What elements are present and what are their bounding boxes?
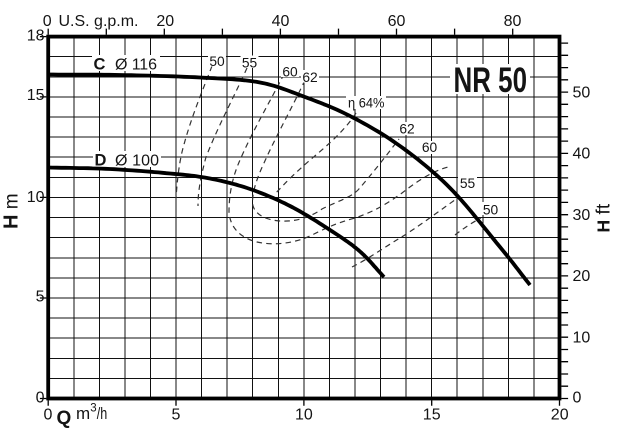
svg-text:15: 15 <box>423 406 441 423</box>
svg-text:η 64%: η 64% <box>348 96 385 111</box>
svg-text:40: 40 <box>272 13 290 30</box>
svg-text:60: 60 <box>388 13 406 30</box>
svg-text:NR 50: NR 50 <box>454 61 528 100</box>
svg-text:50: 50 <box>209 54 225 69</box>
svg-text:15: 15 <box>27 87 45 104</box>
svg-text:Ø 116: Ø 116 <box>115 57 157 74</box>
svg-text:20: 20 <box>551 406 569 423</box>
svg-text:Ø 100: Ø 100 <box>115 153 159 170</box>
svg-text:80: 80 <box>504 13 522 30</box>
svg-text:Q: Q <box>57 408 72 428</box>
svg-text:5: 5 <box>36 289 45 306</box>
svg-text:20: 20 <box>573 268 591 285</box>
svg-text:40: 40 <box>573 146 591 163</box>
svg-text:0: 0 <box>573 390 582 407</box>
svg-text:/h: /h <box>97 404 108 423</box>
svg-text:62: 62 <box>399 122 414 137</box>
svg-text:10: 10 <box>573 330 591 347</box>
svg-text:30: 30 <box>573 207 591 224</box>
svg-text:10: 10 <box>27 189 45 206</box>
svg-text:0: 0 <box>43 13 52 30</box>
svg-text:0: 0 <box>44 406 53 423</box>
svg-text:C: C <box>94 56 106 74</box>
svg-text:H ft: H ft <box>594 203 615 232</box>
svg-text:5: 5 <box>172 406 181 423</box>
svg-text:50: 50 <box>573 84 591 101</box>
svg-text:55: 55 <box>242 56 258 71</box>
svg-text:10: 10 <box>295 406 313 423</box>
svg-text:18: 18 <box>27 28 45 45</box>
svg-text:U.S. g.p.m.: U.S. g.p.m. <box>59 13 139 30</box>
svg-text:20: 20 <box>156 13 174 30</box>
svg-text:50: 50 <box>483 203 499 218</box>
svg-text:m: m <box>76 404 90 423</box>
svg-text:60: 60 <box>422 140 438 155</box>
svg-text:62: 62 <box>302 70 317 85</box>
svg-text:0: 0 <box>36 390 45 407</box>
svg-text:H m: H m <box>1 193 23 229</box>
svg-text:3: 3 <box>90 403 96 415</box>
svg-text:55: 55 <box>460 176 476 191</box>
svg-text:D: D <box>95 152 107 170</box>
svg-text:60: 60 <box>282 64 298 79</box>
